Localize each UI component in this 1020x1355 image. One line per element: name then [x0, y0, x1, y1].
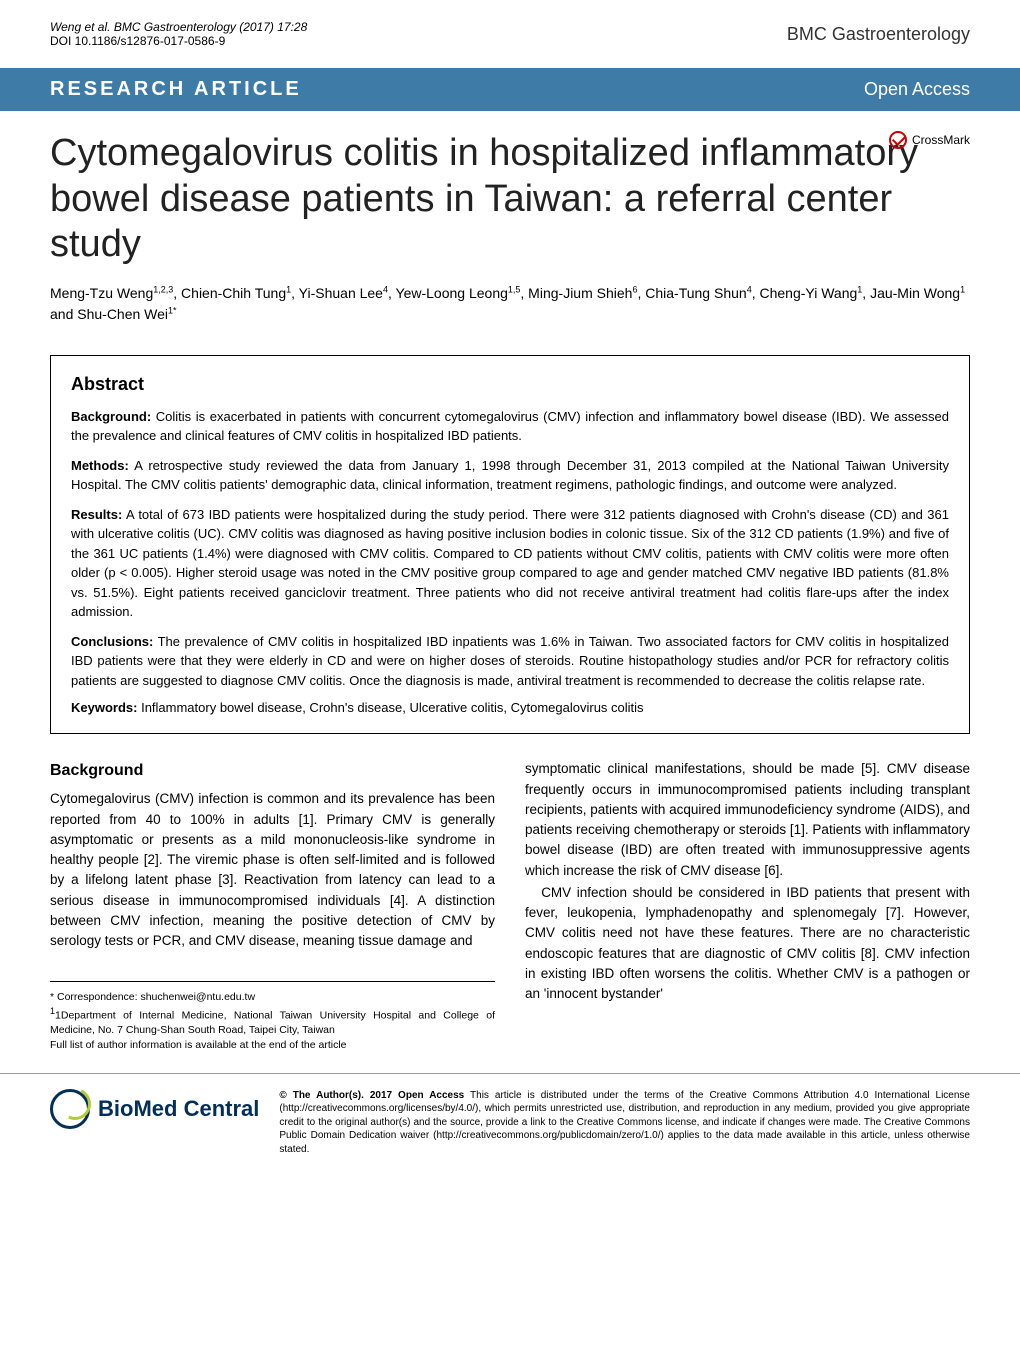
biomed-central-logo: BioMed Central	[50, 1089, 259, 1129]
abstract-results-label: Results:	[71, 507, 122, 522]
abstract-conclusions-label: Conclusions:	[71, 634, 153, 649]
body-col1-text: Cytomegalovirus (CMV) infection is commo…	[50, 789, 495, 951]
column-left: Background Cytomegalovirus (CMV) infecti…	[50, 759, 495, 1052]
body-col2-p1: symptomatic clinical manifestations, sho…	[525, 759, 970, 881]
abstract-background: Background: Colitis is exacerbated in pa…	[71, 407, 949, 446]
license-label: © The Author(s). 2017 Open Access	[279, 1090, 464, 1101]
correspondence-text: * Correspondence: shuchenwei@ntu.edu.tw	[50, 990, 495, 1005]
abstract-results-text: A total of 673 IBD patients were hospita…	[71, 507, 949, 620]
crossmark-icon	[889, 131, 907, 149]
article-type-banner: RESEARCH ARTICLE Open Access	[0, 68, 1020, 111]
biomed-circle-icon	[50, 1089, 90, 1129]
keywords-text: Inflammatory bowel disease, Crohn's dise…	[137, 700, 643, 715]
citation-block: Weng et al. BMC Gastroenterology (2017) …	[50, 20, 307, 48]
journal-name: BMC Gastroenterology	[787, 24, 970, 45]
doi-text: DOI 10.1186/s12876-017-0586-9	[50, 34, 307, 48]
body-columns: Background Cytomegalovirus (CMV) infecti…	[0, 759, 1020, 1052]
keywords-label: Keywords:	[71, 700, 137, 715]
license-footer: BioMed Central © The Author(s). 2017 Ope…	[0, 1073, 1020, 1177]
abstract-methods-text: A retrospective study reviewed the data …	[71, 458, 949, 493]
background-heading: Background	[50, 759, 495, 783]
biomed-arc-icon	[54, 1083, 95, 1124]
article-type-label: RESEARCH ARTICLE	[50, 78, 302, 101]
abstract-methods-label: Methods:	[71, 458, 129, 473]
affiliation-line: 1Department of Internal Medicine, Nation…	[50, 1009, 495, 1036]
abstract-heading: Abstract	[71, 374, 949, 395]
correspondence-block: * Correspondence: shuchenwei@ntu.edu.tw …	[50, 981, 495, 1052]
author-list: Meng-Tzu Weng1,2,3, Chien-Chih Tung1, Yi…	[0, 278, 1020, 345]
abstract-methods: Methods: A retrospective study reviewed …	[71, 456, 949, 495]
crossmark-label: CrossMark	[912, 133, 970, 147]
author-info-text: Full list of author information is avail…	[50, 1038, 495, 1053]
abstract-results: Results: A total of 673 IBD patients wer…	[71, 505, 949, 622]
column-right: symptomatic clinical manifestations, sho…	[525, 759, 970, 1052]
license-text: © The Author(s). 2017 Open Access This a…	[279, 1089, 970, 1157]
abstract-conclusions-text: The prevalence of CMV colitis in hospita…	[71, 634, 949, 688]
article-title: Cytomegalovirus colitis in hospitalized …	[50, 131, 970, 268]
open-access-label: Open Access	[864, 79, 970, 100]
crossmark-badge[interactable]: CrossMark	[889, 131, 970, 149]
abstract-box: Abstract Background: Colitis is exacerba…	[50, 355, 970, 735]
abstract-keywords: Keywords: Inflammatory bowel disease, Cr…	[71, 700, 949, 715]
title-section: CrossMark Cytomegalovirus colitis in hos…	[0, 111, 1020, 278]
abstract-background-label: Background:	[71, 409, 151, 424]
abstract-background-text: Colitis is exacerbated in patients with …	[71, 409, 949, 444]
biomed-text: BioMed Central	[98, 1096, 259, 1122]
page-header: Weng et al. BMC Gastroenterology (2017) …	[0, 0, 1020, 58]
body-col2-p2: CMV infection should be considered in IB…	[525, 883, 970, 1005]
citation-text: Weng et al. BMC Gastroenterology (2017) …	[50, 20, 307, 34]
abstract-conclusions: Conclusions: The prevalence of CMV colit…	[71, 632, 949, 691]
affiliation-text: 11Department of Internal Medicine, Natio…	[50, 1005, 495, 1038]
